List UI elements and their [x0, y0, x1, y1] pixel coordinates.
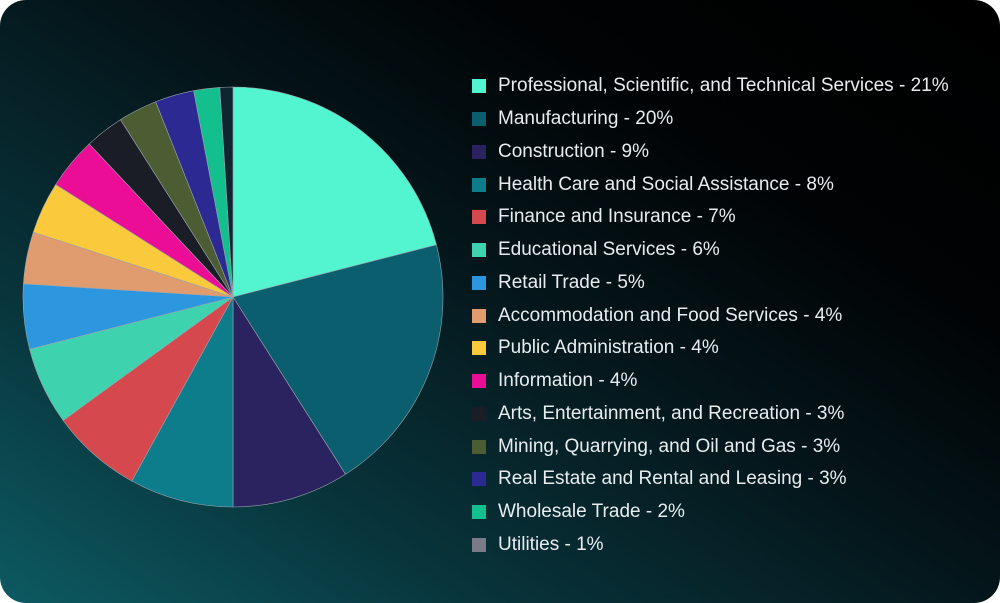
- legend-item: Public Administration - 4%: [472, 332, 949, 365]
- legend-label: Accommodation and Food Services - 4%: [498, 304, 843, 326]
- legend-swatch: [472, 112, 486, 127]
- pie-slice: [131, 296, 234, 508]
- legend-item: Accommodation and Food Services - 4%: [472, 299, 949, 332]
- legend-swatch: [472, 275, 486, 290]
- legend-label: Retail Trade - 5%: [498, 271, 645, 293]
- legend-label: Utilities - 1%: [498, 533, 604, 555]
- legend-item: Wholesale Trade - 2%: [472, 496, 949, 529]
- legend-swatch: [472, 406, 486, 421]
- legend-swatch: [472, 79, 486, 94]
- legend-swatch: [472, 472, 486, 487]
- pie-slice: [232, 86, 437, 298]
- legend: Professional, Scientific, and Technical …: [472, 70, 949, 561]
- legend-label: Mining, Quarrying, and Oil and Gas - 3%: [498, 435, 841, 457]
- pie-slice: [232, 295, 346, 508]
- legend-label: Educational Services - 6%: [498, 239, 720, 261]
- legend-label: Public Administration - 4%: [498, 337, 719, 359]
- legend-swatch: [472, 341, 486, 356]
- legend-label: Construction - 9%: [498, 140, 650, 162]
- legend-swatch: [472, 144, 486, 159]
- pie-slice: [232, 244, 444, 475]
- legend-item: Health Care and Social Assistance - 8%: [472, 168, 949, 201]
- legend-label: Manufacturing - 20%: [498, 108, 674, 130]
- legend-label: Finance and Insurance - 7%: [498, 206, 736, 228]
- legend-swatch: [472, 439, 486, 454]
- legend-swatch: [472, 177, 486, 192]
- legend-label: Health Care and Social Assistance - 8%: [498, 173, 834, 195]
- legend-item: Real Estate and Rental and Leasing - 3%: [472, 463, 949, 496]
- legend-item: Retail Trade - 5%: [472, 267, 949, 300]
- legend-item: Arts, Entertainment, and Recreation - 3%: [472, 398, 949, 431]
- legend-label: Arts, Entertainment, and Recreation - 3%: [498, 402, 845, 424]
- legend-label: Wholesale Trade - 2%: [498, 501, 685, 523]
- pie-chart: [22, 86, 444, 508]
- legend-swatch: [472, 374, 486, 389]
- legend-item: Educational Services - 6%: [472, 234, 949, 267]
- legend-item: Mining, Quarrying, and Oil and Gas - 3%: [472, 430, 949, 463]
- legend-item: Finance and Insurance - 7%: [472, 201, 949, 234]
- legend-item: Professional, Scientific, and Technical …: [472, 70, 949, 103]
- legend-item: Manufacturing - 20%: [472, 103, 949, 136]
- pie-slice: [219, 86, 234, 298]
- legend-label: Real Estate and Rental and Leasing - 3%: [498, 468, 847, 490]
- legend-swatch: [472, 308, 486, 323]
- legend-item: Utilities - 1%: [472, 529, 949, 562]
- legend-item: Information - 4%: [472, 365, 949, 398]
- legend-item: Construction - 9%: [472, 136, 949, 169]
- legend-swatch: [472, 505, 486, 520]
- legend-swatch: [472, 537, 486, 552]
- legend-label: Professional, Scientific, and Technical …: [498, 75, 949, 97]
- legend-swatch: [472, 210, 486, 225]
- legend-swatch: [472, 243, 486, 258]
- legend-label: Information - 4%: [498, 370, 638, 392]
